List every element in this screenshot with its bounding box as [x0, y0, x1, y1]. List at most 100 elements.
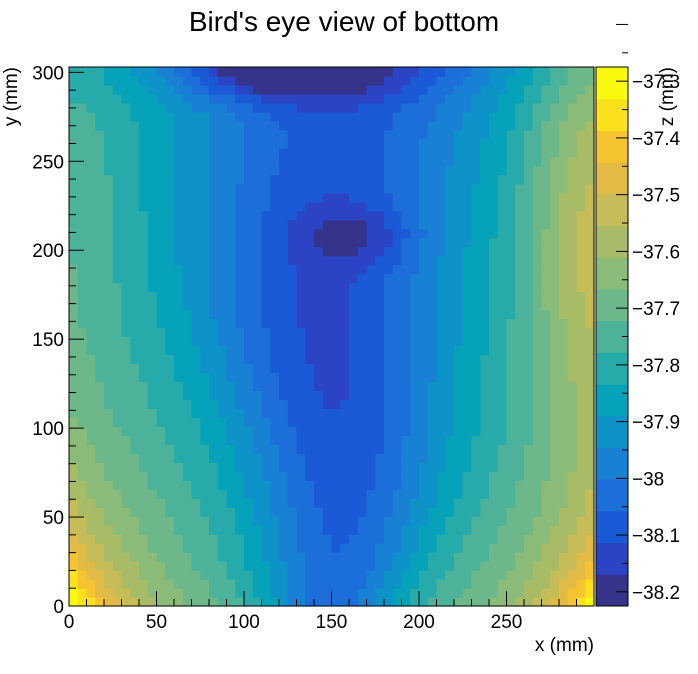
heatmap-cell — [410, 363, 420, 374]
heatmap-cell — [410, 237, 420, 248]
heatmap-cell — [515, 300, 525, 311]
heatmap-cell — [121, 291, 131, 302]
heatmap-cell — [532, 597, 543, 607]
heatmap-cell — [436, 579, 446, 589]
heatmap-cell — [226, 561, 236, 571]
colorbar-tick-label: −37.3 — [632, 72, 680, 93]
heatmap-cell — [471, 273, 481, 284]
heatmap-cell — [506, 156, 516, 167]
heatmap-cell — [261, 507, 271, 517]
heatmap-cell — [252, 255, 263, 266]
heatmap-cell — [104, 138, 114, 149]
heatmap-cell — [489, 165, 499, 176]
heatmap-cell — [217, 84, 228, 95]
heatmap-cell — [331, 561, 341, 571]
heatmap-cell — [226, 84, 236, 95]
heatmap-cell — [532, 336, 543, 347]
heatmap-cell — [139, 579, 149, 589]
heatmap-cell — [436, 67, 446, 77]
heatmap-cell — [462, 138, 473, 149]
heatmap-cell — [489, 507, 499, 517]
heatmap-cell — [471, 435, 481, 445]
heatmap-cell — [384, 246, 394, 257]
heatmap-cell — [314, 588, 324, 598]
heatmap-cell — [156, 237, 166, 248]
heatmap-cell — [235, 192, 245, 203]
heatmap-cell — [191, 201, 201, 212]
heatmap-cell — [270, 597, 280, 607]
heatmap-cell — [270, 534, 280, 544]
heatmap-cell — [200, 399, 210, 409]
heatmap-cell — [279, 444, 289, 454]
heatmap-cell — [532, 255, 543, 266]
heatmap-cell — [427, 462, 438, 472]
heatmap-cell — [217, 426, 228, 436]
heatmap-cell — [270, 93, 280, 104]
heatmap-cell — [191, 426, 201, 436]
heatmap-cell — [270, 408, 280, 418]
heatmap-cell — [436, 201, 446, 212]
heatmap-cell — [322, 471, 333, 481]
heatmap-cell — [471, 534, 481, 544]
heatmap-cell — [322, 525, 333, 535]
heatmap-cell — [541, 246, 551, 257]
heatmap-cell — [270, 192, 280, 203]
heatmap-cell — [471, 480, 481, 490]
heatmap-cell — [349, 102, 359, 113]
colorbar-swatch — [596, 225, 628, 258]
heatmap-cell — [375, 471, 385, 481]
heatmap-cell — [340, 489, 350, 499]
heatmap-cell — [471, 597, 481, 607]
heatmap-cell — [401, 102, 411, 113]
heatmap-cell — [331, 318, 341, 329]
heatmap-cell — [112, 561, 123, 571]
heatmap-cell — [322, 462, 333, 472]
heatmap-cell — [235, 498, 245, 508]
heatmap-cell — [462, 417, 473, 427]
heatmap-cell — [200, 111, 210, 122]
heatmap-cell — [86, 453, 96, 463]
heatmap-cell — [357, 300, 368, 311]
heatmap-cell — [445, 480, 455, 490]
heatmap-cell — [147, 453, 158, 463]
heatmap-cell — [165, 156, 175, 167]
heatmap-cell — [130, 102, 140, 113]
heatmap-cell — [541, 561, 551, 571]
heatmap-cell — [261, 471, 271, 481]
heatmap-cell — [200, 219, 210, 230]
heatmap-cell — [121, 246, 131, 257]
heatmap-cell — [497, 372, 508, 383]
heatmap-cell — [506, 84, 516, 95]
heatmap-cell — [279, 129, 289, 140]
heatmap-cell — [541, 309, 551, 320]
heatmap-cell — [340, 426, 350, 436]
heatmap-cell — [559, 237, 569, 248]
heatmap-cell — [489, 67, 499, 77]
heatmap-cell — [506, 570, 516, 580]
heatmap-cell — [349, 417, 359, 427]
heatmap-cell — [130, 525, 140, 535]
heatmap-cell — [532, 120, 543, 131]
heatmap-cell — [541, 318, 551, 329]
heatmap-cell — [270, 543, 280, 553]
heatmap-cell — [489, 372, 499, 383]
heatmap-cell — [462, 318, 473, 329]
heatmap-cell — [226, 570, 236, 580]
heatmap-cell — [497, 561, 508, 571]
heatmap-cell — [427, 516, 438, 526]
heatmap-cell — [226, 201, 236, 212]
heatmap-cell — [480, 192, 490, 203]
heatmap-cell — [200, 93, 210, 104]
heatmap-cell — [314, 291, 324, 302]
heatmap-cell — [139, 336, 149, 347]
heatmap-cell — [392, 210, 403, 221]
heatmap-cell — [200, 354, 210, 365]
heatmap-cell — [104, 111, 114, 122]
heatmap-cell — [375, 408, 385, 418]
heatmap-cell — [209, 102, 219, 113]
heatmap-cell — [130, 471, 140, 481]
heatmap-cell — [174, 498, 184, 508]
heatmap-cell — [515, 561, 525, 571]
heatmap-cell — [401, 453, 411, 463]
heatmap-cell — [506, 183, 516, 194]
